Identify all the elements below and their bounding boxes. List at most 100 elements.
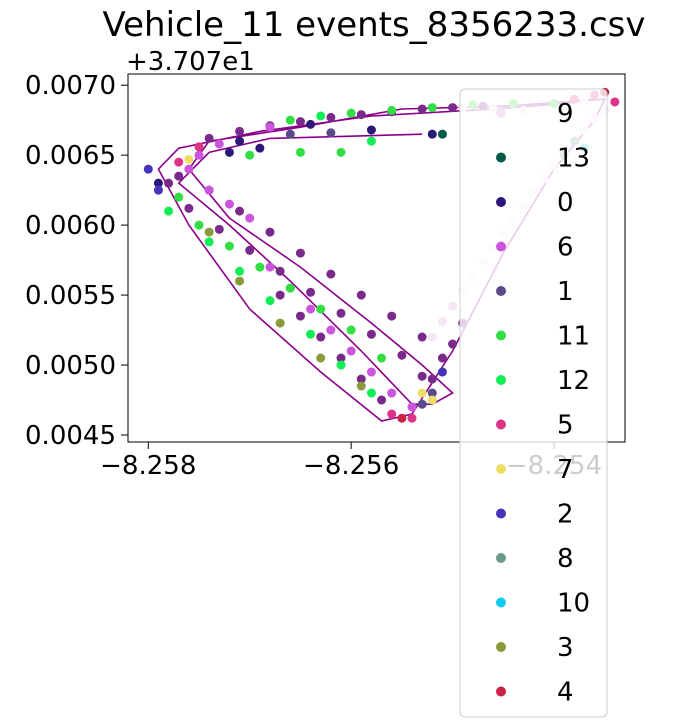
data-point (295, 117, 305, 127)
data-point-series-6 (245, 213, 255, 223)
data-point (306, 287, 316, 297)
data-point-series-3 (316, 353, 326, 363)
data-point-series-4 (397, 413, 407, 423)
data-point (448, 339, 458, 349)
data-point-series-5 (407, 413, 417, 423)
legend-label-5: 5 (557, 411, 574, 441)
data-point-series-3 (204, 227, 214, 237)
legend-label-13: 13 (557, 144, 590, 174)
data-point (184, 203, 194, 213)
data-point-series-3 (275, 318, 285, 328)
data-point-series-11 (285, 283, 295, 293)
legend-label-10: 10 (557, 589, 590, 619)
data-point (174, 171, 184, 181)
data-point (356, 110, 366, 120)
data-point-series-1 (427, 388, 437, 398)
data-point (295, 248, 305, 258)
axes-frame (127, 73, 626, 443)
data-point (397, 350, 407, 360)
legend-marker-11 (496, 330, 506, 341)
legend-marker-9 (496, 108, 506, 118)
data-point-series-11 (316, 304, 326, 314)
y-tick-label: 0.0060 (25, 211, 116, 241)
data-point (336, 353, 346, 363)
legend-label-11: 11 (557, 322, 590, 352)
data-point (427, 374, 437, 384)
data-point-series-6 (265, 262, 275, 272)
data-point-series-12 (306, 329, 316, 339)
y-axis-offset-label: +3.707e1 (126, 47, 255, 77)
data-point-series-6 (194, 150, 204, 160)
data-point-series-0 (255, 143, 265, 153)
y-tick-label: 0.0050 (25, 351, 116, 381)
legend-label-12: 12 (557, 366, 590, 396)
data-point (326, 112, 336, 122)
data-point-series-6 (214, 139, 224, 149)
legend-label-3: 3 (557, 633, 574, 663)
data-point-series-11 (346, 108, 356, 118)
legend-marker-12 (496, 375, 506, 385)
data-point-series-11 (336, 147, 346, 157)
data-point-series-6 (326, 325, 336, 335)
data-point-series-0 (427, 129, 437, 139)
x-tick-label: −8.256 (303, 451, 399, 481)
legend-label-1: 1 (557, 277, 574, 307)
data-point-series-9 (448, 301, 458, 311)
data-point (377, 395, 387, 405)
data-point-series-3 (235, 276, 245, 286)
data-point (316, 332, 326, 342)
data-point-series-6 (224, 199, 234, 209)
data-point (164, 178, 174, 188)
data-point-series-12 (265, 296, 275, 306)
data-point (366, 329, 376, 339)
data-point-series-11 (194, 220, 204, 230)
data-point (448, 103, 458, 113)
data-point-series-7 (184, 154, 194, 164)
data-point-series-3 (356, 381, 366, 391)
data-point-series-0 (366, 125, 376, 135)
data-point-series-9 (437, 317, 447, 327)
data-point-series-6 (407, 402, 417, 412)
data-point-series-7 (417, 388, 427, 398)
data-point (387, 311, 397, 321)
y-tick-label: 0.0055 (25, 281, 116, 311)
data-point-series-12 (366, 136, 376, 146)
data-point (295, 311, 305, 321)
legend-box (459, 88, 608, 718)
data-point-series-11 (427, 103, 437, 113)
data-point-series-12 (164, 206, 174, 216)
legend-marker-3 (496, 642, 506, 652)
data-point (275, 266, 285, 276)
data-point (235, 206, 245, 216)
chart-title: Vehicle_11 events_8356233.csv (103, 5, 646, 45)
data-point-series-6 (387, 388, 397, 398)
legend-marker-6 (496, 241, 506, 252)
data-point-series-12 (235, 266, 245, 276)
data-point-series-13 (437, 129, 447, 139)
data-point (417, 371, 427, 381)
data-point-series-6 (346, 346, 356, 356)
legend-marker-2 (496, 508, 506, 519)
data-point-series-1 (326, 128, 336, 138)
y-axis: 0.0045 0.0050 0.0055 0.0060 0.0065 0.0070 (25, 71, 128, 451)
data-point (275, 290, 285, 300)
data-point-series-1 (417, 399, 427, 409)
data-point-series-0 (235, 136, 245, 146)
data-point (265, 227, 275, 237)
legend-label-7: 7 (557, 455, 574, 485)
legend-marker-0 (496, 197, 506, 207)
legend-label-0: 0 (557, 188, 574, 218)
legend-label-8: 8 (557, 544, 574, 574)
data-point-series-11 (224, 241, 234, 251)
data-point-series-11 (295, 147, 305, 157)
data-point (204, 133, 214, 143)
data-point-series-2 (153, 185, 163, 195)
data-point-series-6 (265, 122, 275, 132)
y-tick-label: 0.0070 (25, 71, 116, 101)
data-point (214, 224, 224, 234)
legend-marker-1 (496, 286, 506, 296)
data-point-series-12 (204, 237, 214, 247)
legend-marker-8 (496, 553, 506, 563)
